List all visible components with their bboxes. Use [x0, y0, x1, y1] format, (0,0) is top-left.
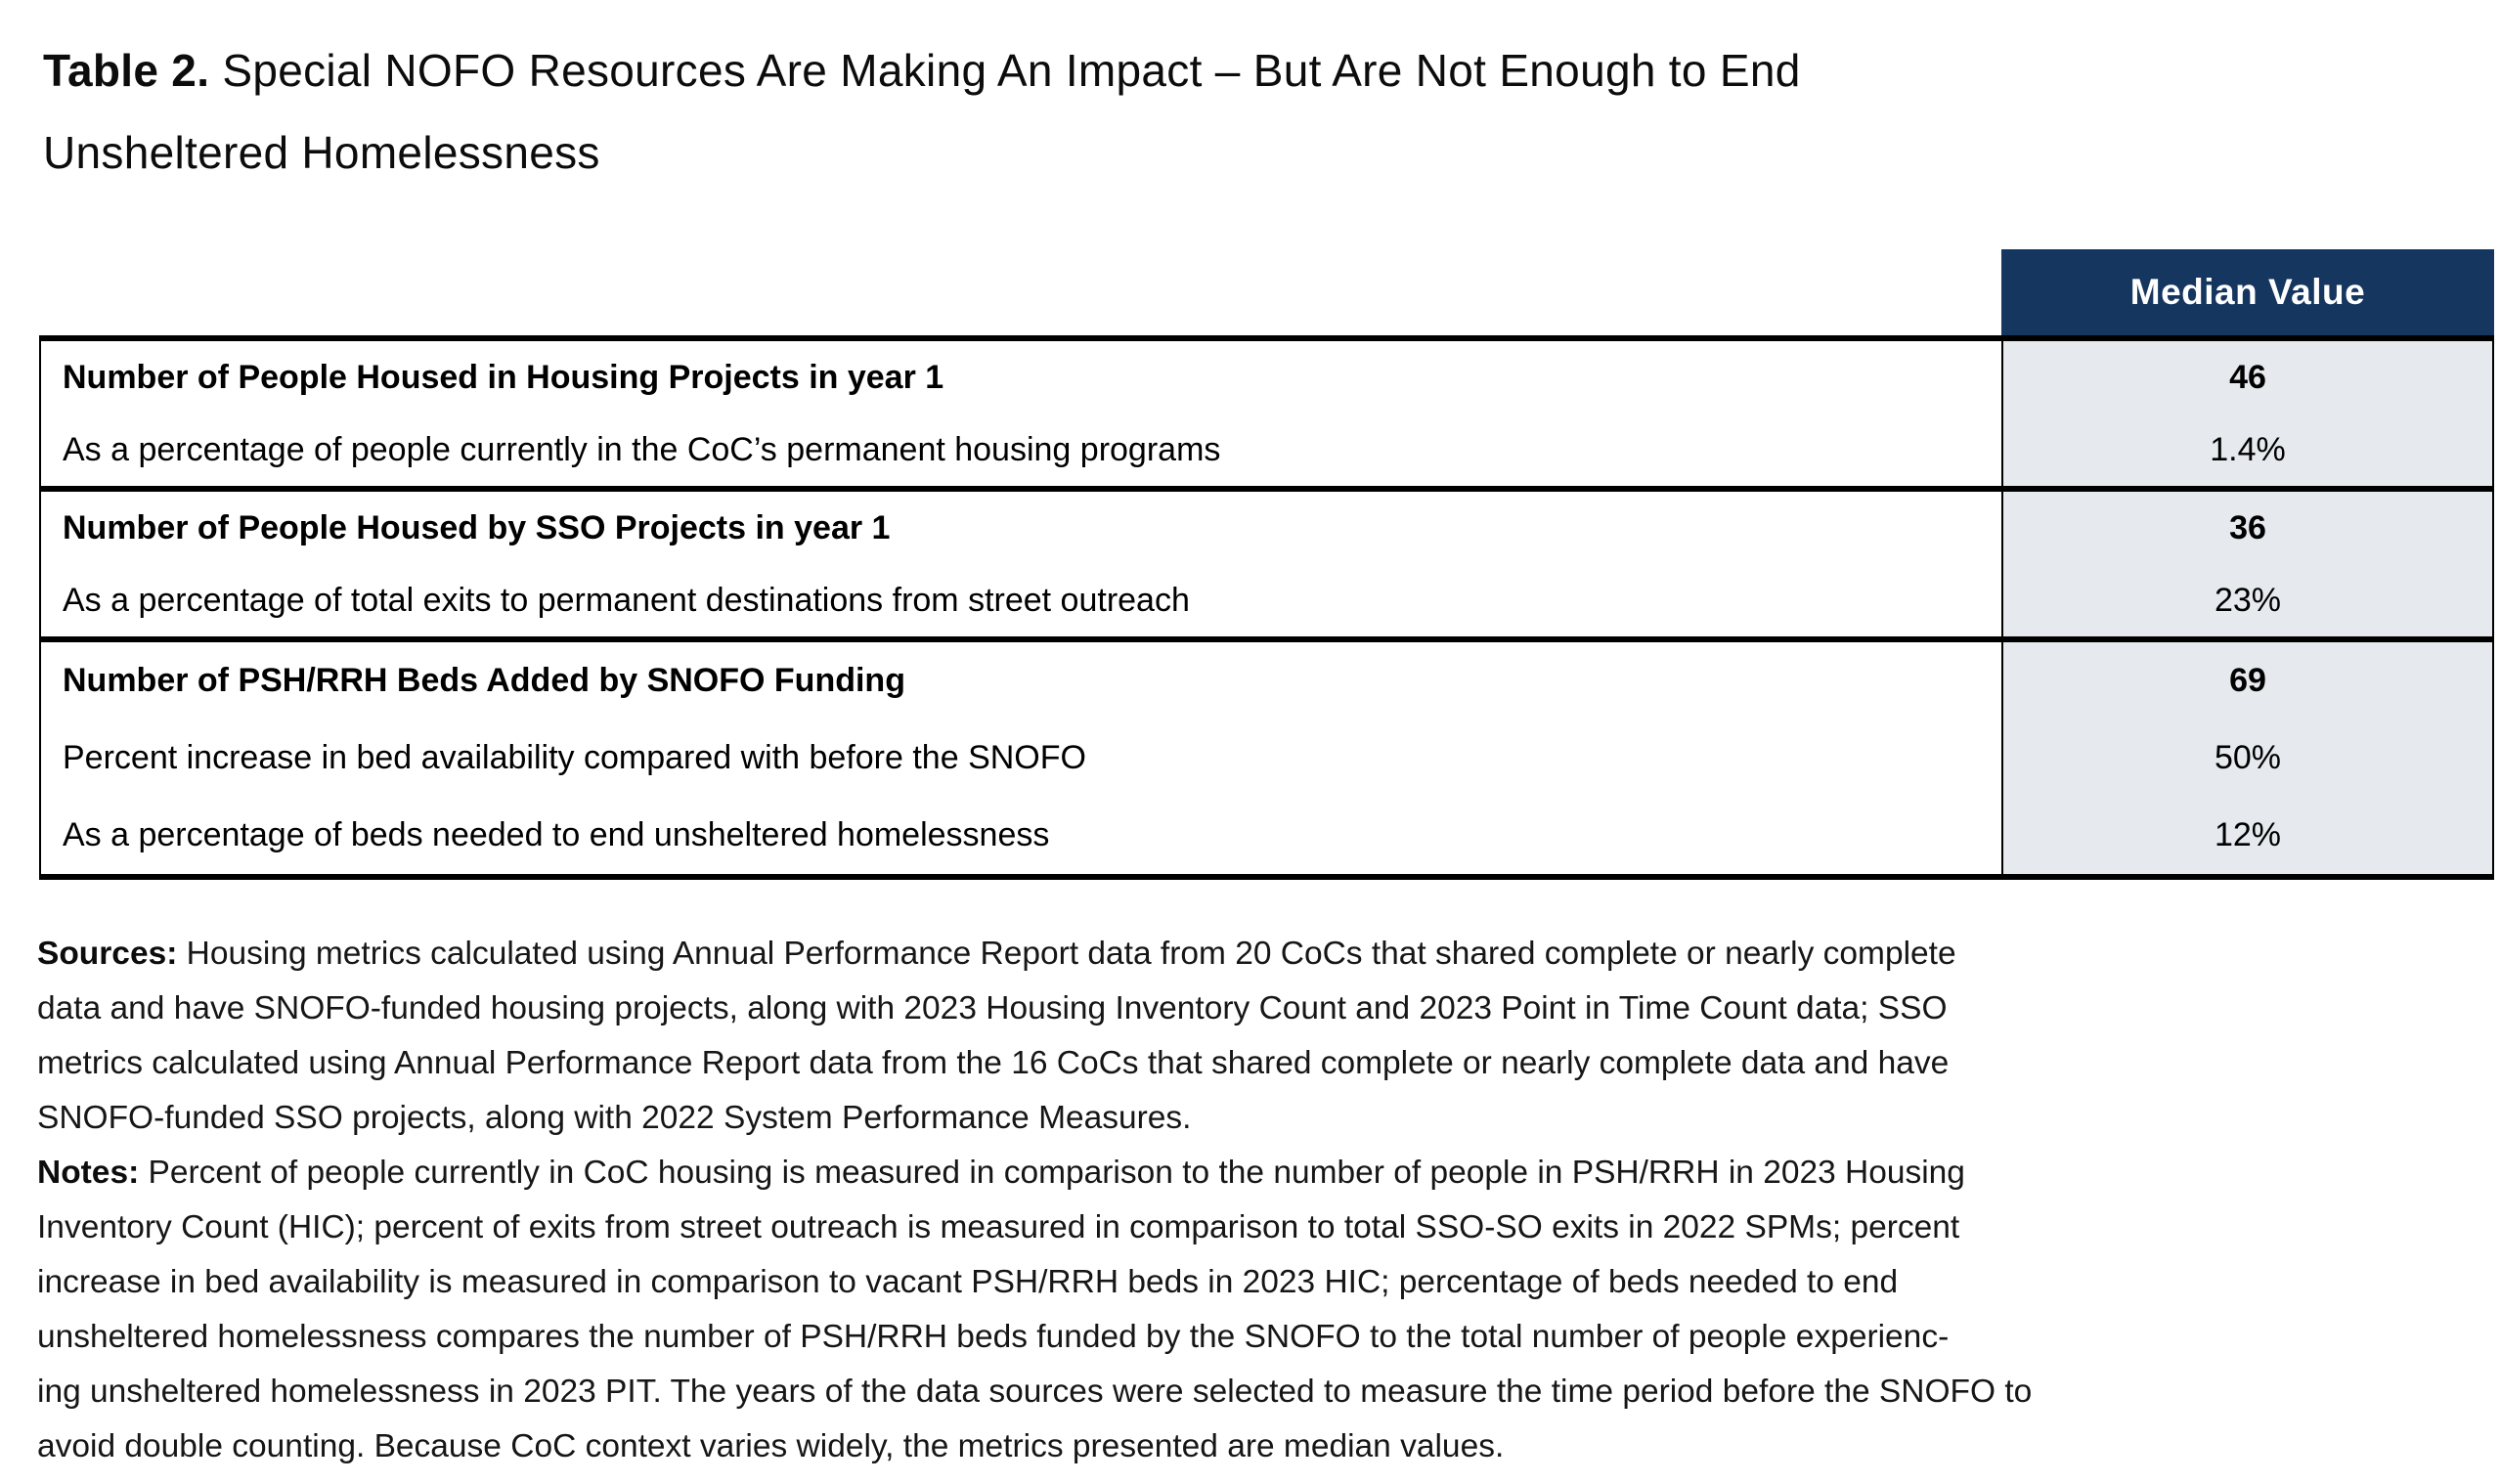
row-value: 46 [2001, 341, 2492, 414]
row-label: Percent increase in bed availability com… [63, 739, 1086, 776]
table-row: Number of People Housed in Housing Proje… [41, 341, 2492, 414]
table-header-row: Median Value [39, 249, 2494, 335]
table-title-number: Table 2. [43, 45, 210, 96]
row-label: Number of People Housed in Housing Proje… [63, 358, 944, 396]
footnotes: Sources: Housing metrics calculated usin… [37, 927, 2481, 1474]
table-title-text-line2: Unsheltered Homelessness [43, 127, 600, 178]
row-value: 12% [2001, 797, 2492, 874]
row-label: Number of PSH/RRH Beds Added by SNOFO Fu… [63, 662, 905, 699]
table-body: Number of People Housed in Housing Proje… [39, 335, 2494, 880]
table-row: As a percentage of people currently in t… [41, 414, 2492, 486]
row-label: As a percentage of people currently in t… [63, 430, 1221, 468]
table-row: Number of People Housed by SSO Projects … [41, 486, 2492, 564]
row-label: As a percentage of beds needed to end un… [63, 816, 1050, 853]
row-label: Number of People Housed by SSO Projects … [63, 508, 891, 546]
median-value-table: Median Value Number of People Housed in … [39, 249, 2494, 880]
notes-line: unsheltered homelessness compares the nu… [37, 1319, 1950, 1355]
table-row: As a percentage of beds needed to end un… [41, 797, 2492, 874]
row-value: 1.4% [2001, 414, 2492, 486]
sources-note: Sources: Housing metrics calculated usin… [37, 927, 2481, 1146]
notes-line: Inventory Count (HIC); percent of exits … [37, 1209, 1960, 1245]
notes-label: Notes: [37, 1155, 140, 1191]
notes-line: ing unsheltered homelessness in 2023 PIT… [37, 1374, 2033, 1410]
table-row: Percent increase in bed availability com… [41, 720, 2492, 797]
row-value: 23% [2001, 564, 2492, 636]
notes-line: Percent of people currently in CoC housi… [139, 1155, 1965, 1191]
row-value: 69 [2001, 642, 2492, 720]
notes-line: increase in bed availability is measured… [37, 1264, 1899, 1300]
sources-label: Sources: [37, 936, 178, 972]
notes-note: Notes: Percent of people currently in Co… [37, 1146, 2481, 1474]
row-value: 36 [2001, 492, 2492, 564]
table-title: Table 2. Special NOFO Resources Are Maki… [43, 29, 1801, 194]
notes-line: avoid double counting. Because CoC conte… [37, 1428, 1505, 1464]
table-row: Number of PSH/RRH Beds Added by SNOFO Fu… [41, 636, 2492, 720]
table-row: As a percentage of total exits to perman… [41, 564, 2492, 636]
sources-line: data and have SNOFO-funded housing proje… [37, 990, 1948, 1026]
column-header-median-value: Median Value [2001, 249, 2494, 335]
sources-line: metrics calculated using Annual Performa… [37, 1045, 1950, 1081]
row-label: As a percentage of total exits to perman… [63, 581, 1190, 619]
sources-line: SNOFO-funded SSO projects, along with 20… [37, 1100, 1192, 1136]
table-title-text-line1: Special NOFO Resources Are Making An Imp… [209, 45, 1801, 96]
sources-line: Housing metrics calculated using Annual … [177, 936, 1956, 972]
row-value: 50% [2001, 720, 2492, 797]
